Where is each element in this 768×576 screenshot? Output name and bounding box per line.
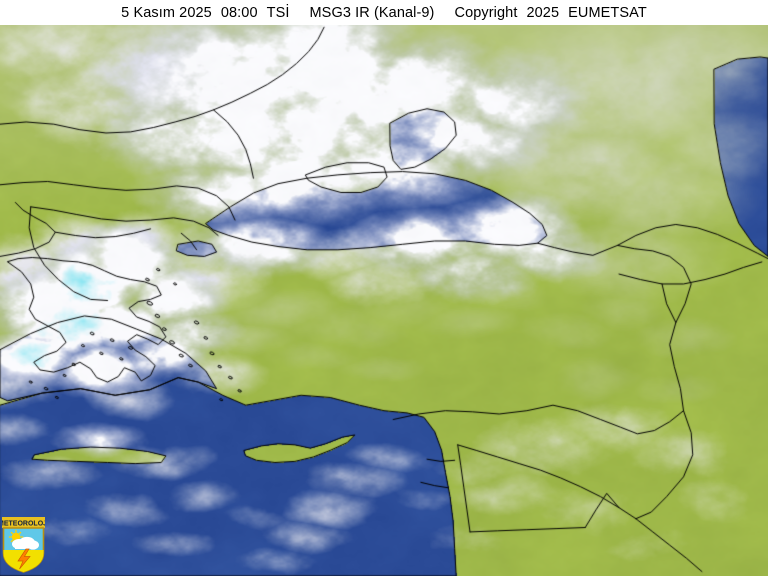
caption-timezone: TSİ xyxy=(266,4,290,21)
caption-date: 5 Kasım 2025 xyxy=(121,4,212,21)
logo-cloud-icon xyxy=(12,536,39,550)
logo-lightning-icon xyxy=(17,548,31,570)
caption-time: 08:00 xyxy=(220,4,258,21)
logo-banner-text: METEOROLOJİ xyxy=(2,519,45,527)
meteoroloji-logo: METEOROLOJİ xyxy=(2,517,45,573)
caption-copyright-label: Copyright xyxy=(454,4,518,21)
caption-copyright-year: 2025 xyxy=(526,4,560,21)
satellite-raster-canvas xyxy=(0,25,768,576)
image-caption-bar: 5 Kasım 2025 08:00 TSİ MSG3 IR (Kanal-9) Cop… xyxy=(0,0,768,25)
caption-copyright-owner: EUMETSAT xyxy=(568,4,647,21)
logo-banner xyxy=(2,517,45,528)
caption-product: MSG3 IR (Kanal-9) xyxy=(309,4,435,21)
caption-text: 5 Kasım 2025 08:00 TSİ MSG3 IR (Kanal-9) Cop… xyxy=(121,5,647,21)
satellite-image xyxy=(0,25,768,576)
